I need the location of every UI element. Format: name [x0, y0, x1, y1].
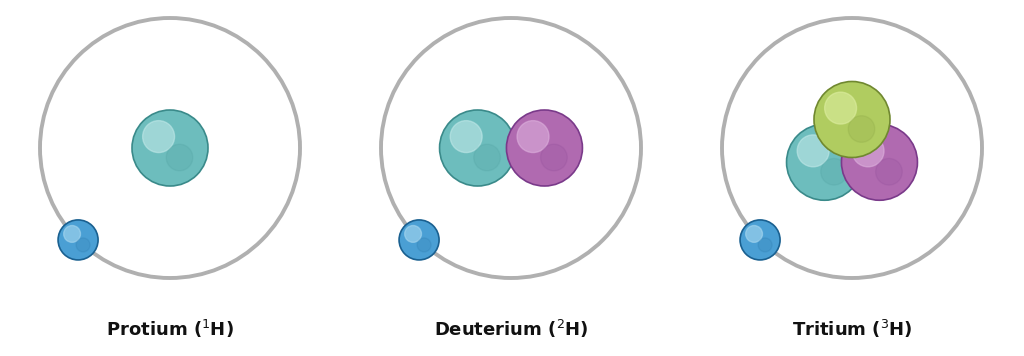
Circle shape [507, 110, 583, 186]
Circle shape [76, 238, 90, 252]
Circle shape [740, 220, 780, 260]
Circle shape [786, 124, 862, 200]
Circle shape [848, 116, 874, 142]
Circle shape [142, 121, 174, 153]
Text: Protium ($^{1}$H): Protium ($^{1}$H) [106, 318, 233, 340]
Circle shape [451, 121, 482, 153]
Circle shape [876, 158, 902, 185]
Circle shape [758, 238, 772, 252]
Circle shape [474, 144, 501, 171]
Circle shape [814, 82, 890, 157]
Circle shape [842, 124, 918, 200]
Text: Tritium ($^{3}$H): Tritium ($^{3}$H) [792, 318, 912, 340]
Circle shape [439, 110, 515, 186]
Circle shape [166, 144, 193, 171]
Circle shape [798, 135, 829, 167]
Circle shape [417, 238, 431, 252]
Text: Deuterium ($^{2}$H): Deuterium ($^{2}$H) [434, 318, 588, 340]
Circle shape [541, 144, 567, 171]
Circle shape [404, 225, 422, 242]
Circle shape [63, 225, 81, 242]
Circle shape [132, 110, 208, 186]
Circle shape [58, 220, 98, 260]
Circle shape [824, 92, 856, 124]
Circle shape [852, 135, 884, 167]
Circle shape [821, 158, 847, 185]
Circle shape [745, 225, 763, 242]
Circle shape [399, 220, 439, 260]
Circle shape [517, 121, 549, 153]
